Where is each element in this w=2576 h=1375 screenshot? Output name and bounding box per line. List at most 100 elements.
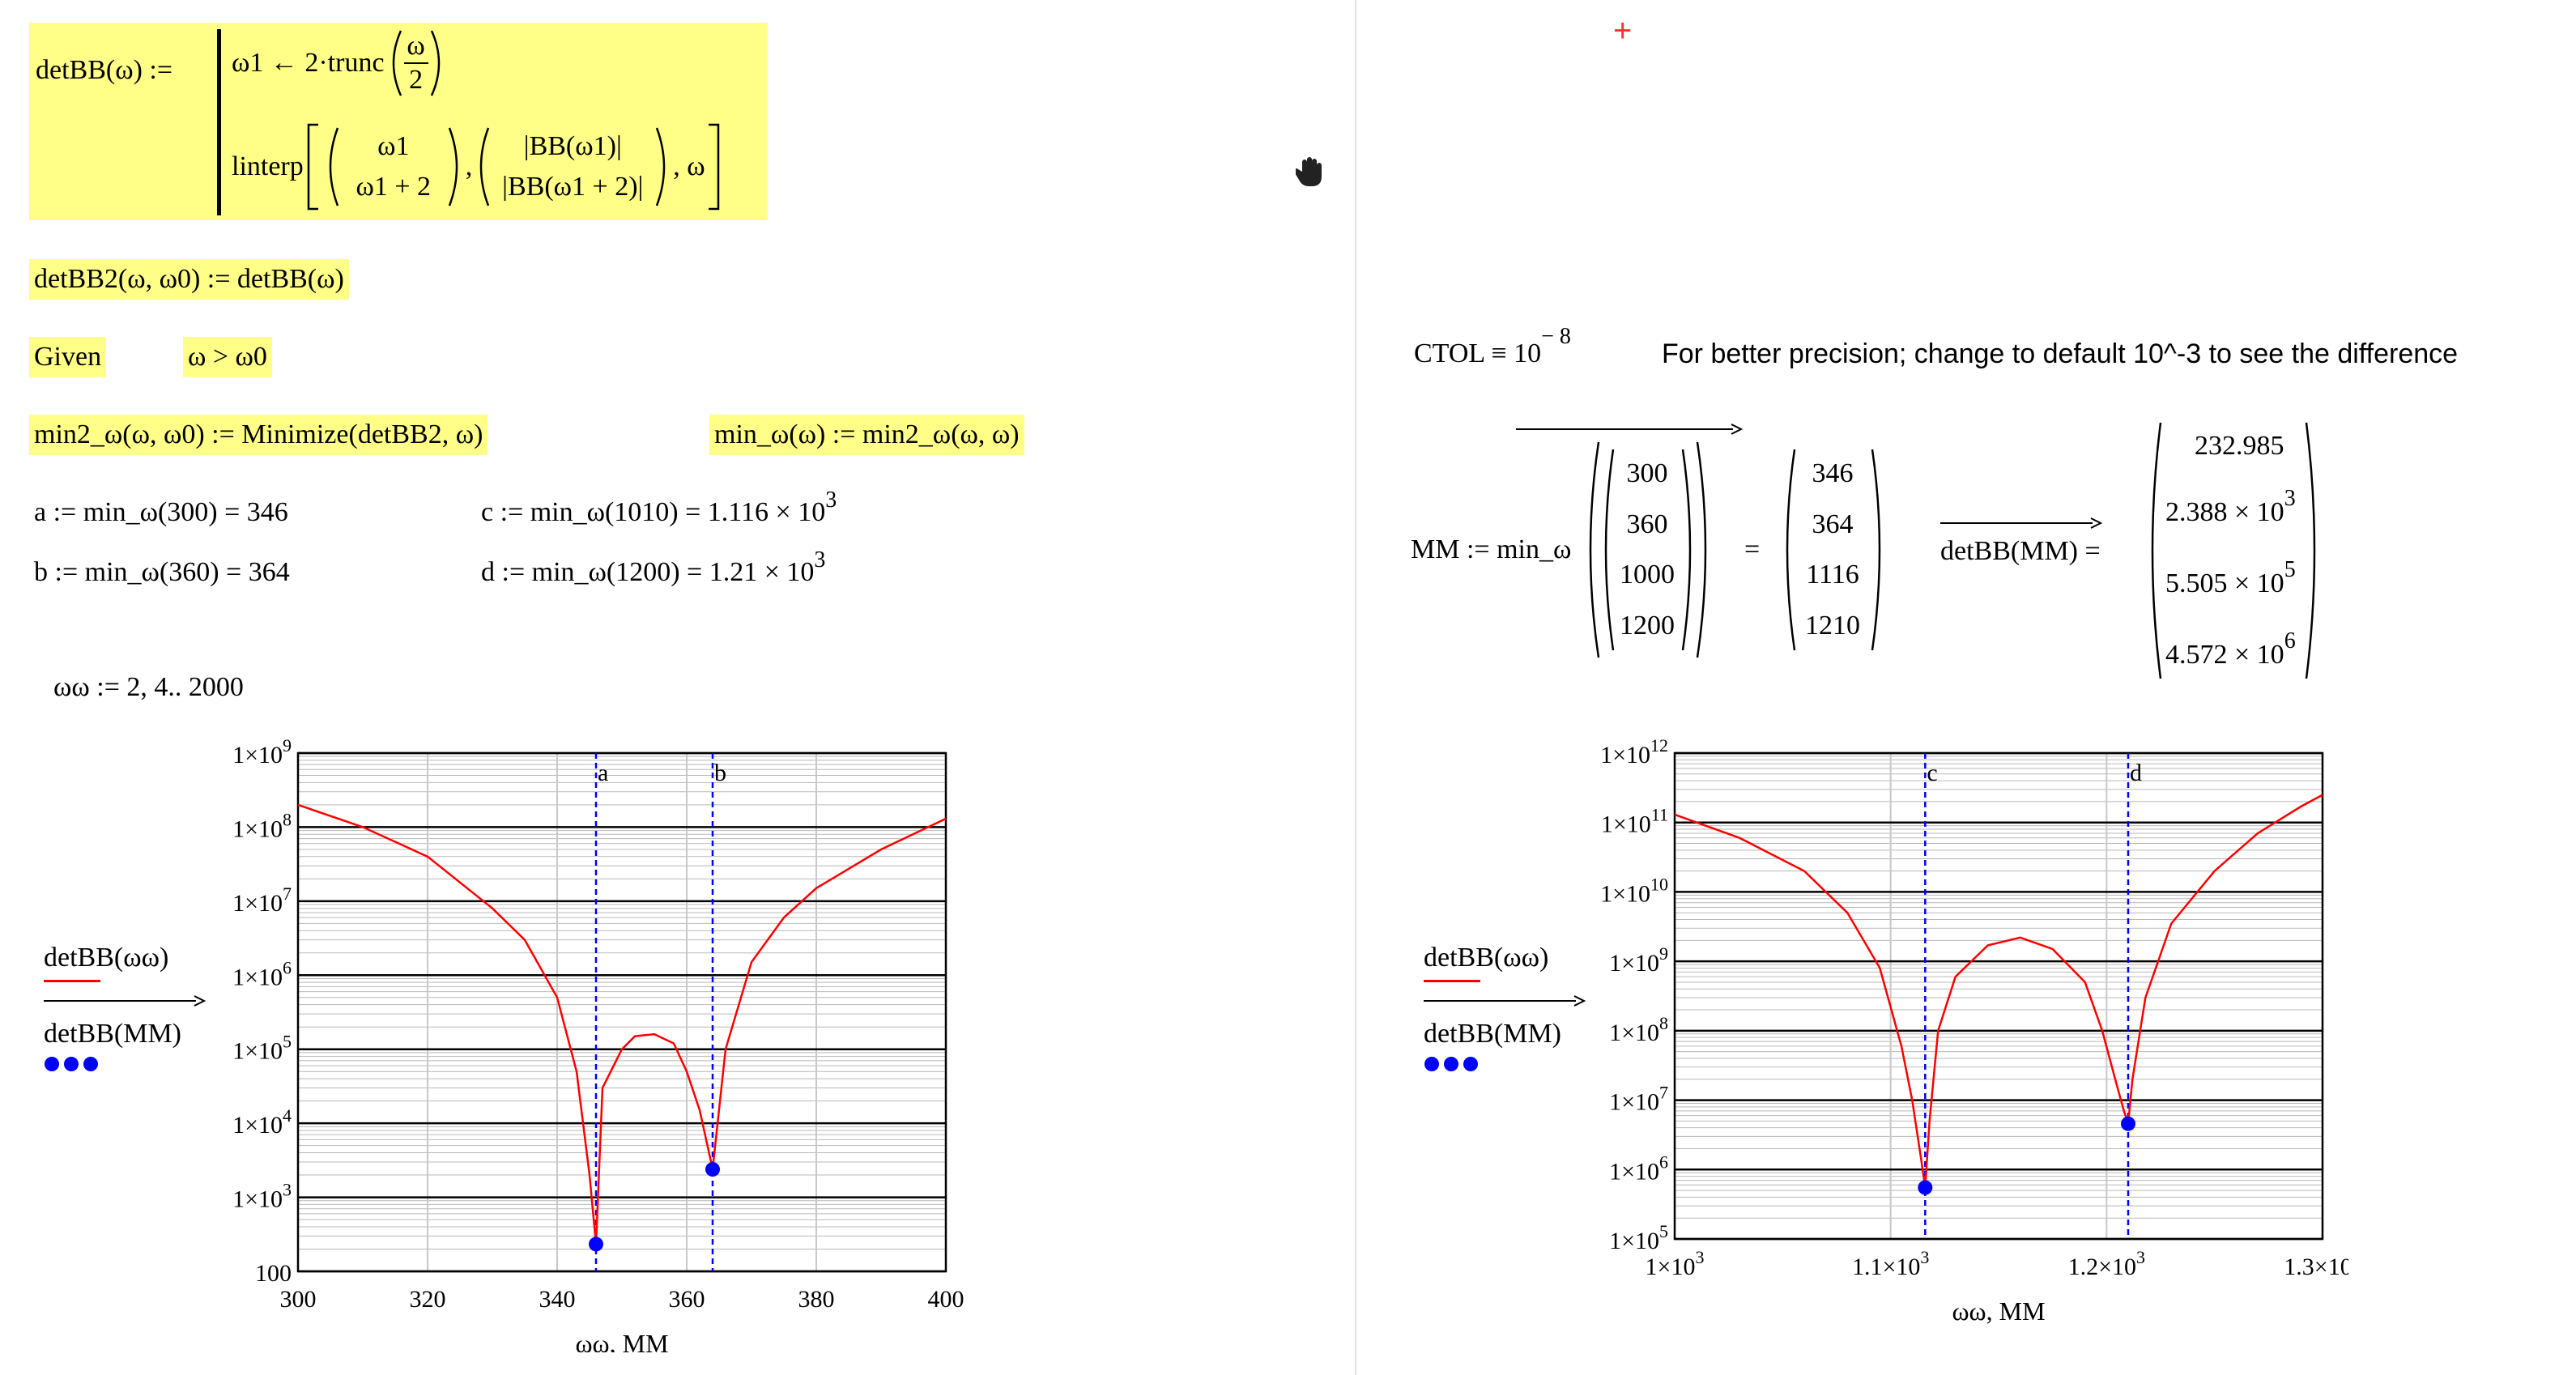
detbb-mm-value-2: 5.505 × 105 xyxy=(2165,559,2296,598)
y-tick-label: 1×108 xyxy=(232,809,292,842)
y-tick-label: 1×107 xyxy=(232,883,292,917)
ctol-note[interactable]: For better precision; change to default … xyxy=(1662,338,2459,369)
mm-result-1: 364 xyxy=(1812,509,1854,539)
data-point-detbb-mm xyxy=(705,1162,720,1177)
bracket-right xyxy=(708,123,719,211)
b-evaluation[interactable]: b := min_ω(360) = 364 xyxy=(34,557,290,587)
detbb-mm-value-1-base: 2.388 × 10 xyxy=(2165,497,2284,527)
paren-right xyxy=(1871,449,1881,651)
detbb-def-lhs: detBB(ω) := xyxy=(36,55,173,85)
plot-frame xyxy=(296,751,947,1273)
vectorize-arrow-icon xyxy=(44,995,206,1007)
program-bar xyxy=(217,29,221,215)
detbb-mm-vector: 232.985 2.388 × 103 5.505 × 105 4.572 × … xyxy=(2162,421,2324,680)
x-tick-label: 300 xyxy=(280,1286,317,1313)
c-value: c := min_ω(1010) = 1.116 × 10 xyxy=(481,497,826,527)
min2-definition[interactable]: min2_ω(ω, ω0) := Minimize(detBB2, ω) xyxy=(29,415,488,455)
vectorize-arrow-icon xyxy=(1424,995,1586,1007)
c-evaluation[interactable]: c := min_ω(1010) = 1.116 × 103 xyxy=(481,487,837,526)
y-tick-label: 1×106 xyxy=(1609,1152,1668,1185)
mm-equals: = xyxy=(1744,534,1761,564)
marker-label-d: d xyxy=(2130,760,2142,786)
given-keyword[interactable]: Given xyxy=(29,337,107,377)
paren-right xyxy=(2305,422,2316,679)
paren-right xyxy=(656,127,666,206)
y-tick-label: 1×105 xyxy=(232,1032,292,1065)
detbb-mm-value-2-exp: 5 xyxy=(2284,557,2296,582)
y-tick-label: 1×109 xyxy=(232,737,292,768)
right-chart[interactable]: 1×105 1×106 1×107 1×108 1×109 1×1010 1×1011 1×1… xyxy=(1539,737,2348,1352)
program-line-2: linterp ω1 ω1 + 2 , |BB(ω1)| |BB(ω1 + 2)… xyxy=(232,123,723,211)
plot-area xyxy=(298,753,946,1271)
x-tick-label: 320 xyxy=(410,1286,446,1313)
mm-result-3: 1210 xyxy=(1805,610,1860,641)
detbb-mm-value-3: 4.572 × 106 xyxy=(2165,630,2296,669)
left-chart-legend: detBB(ωω) detBB(MM) xyxy=(44,944,206,1082)
y-tick-label: 1×105 xyxy=(1609,1221,1668,1254)
page-divider xyxy=(1355,0,1356,1375)
c-exponent: 3 xyxy=(825,487,837,513)
fraction-numerator: ω xyxy=(407,30,425,61)
detbb-definition[interactable]: detBB(ω) := ω1 ← 2·trunc ω 2 linterp ω1 … xyxy=(29,23,768,220)
marker-label-b: b xyxy=(714,760,726,786)
paren-right xyxy=(1696,441,1707,658)
data-point-detbb-mm xyxy=(589,1237,603,1252)
given-constraint[interactable]: ω > ω0 xyxy=(183,337,272,377)
detbb-mm-value-2-base: 5.505 × 10 xyxy=(2165,568,2284,598)
min-definition[interactable]: min_ω(ω) := min2_ω(ω, ω) xyxy=(709,415,1024,455)
fraction-denominator: 2 xyxy=(409,65,424,96)
paren-left xyxy=(1786,449,1796,651)
vector-bb: |BB(ω1)| |BB(ω1 + 2)| xyxy=(492,126,654,207)
x-tick-label: 1.3×103 xyxy=(2284,1247,2348,1280)
ww-range-definition[interactable]: ωω := 2, 4.. 2000 xyxy=(53,672,244,702)
d-evaluation[interactable]: d := min_ω(1200) = 1.21 × 103 xyxy=(481,547,826,586)
left-chart[interactable]: 100 1×103 1×104 1×105 1×106 1×107 1×108 1×109 30… xyxy=(162,737,972,1352)
legend-line-red xyxy=(44,980,100,982)
mm-input-vector: 300 360 1000 1200 xyxy=(1615,449,1680,651)
paren-right xyxy=(1681,449,1692,651)
fraction: ω 2 xyxy=(403,30,428,96)
paren-left xyxy=(1604,449,1615,651)
mm-input-2: 1000 xyxy=(1620,560,1675,590)
paren-left xyxy=(329,127,338,206)
x-tick-label: 380 xyxy=(798,1286,835,1313)
paren-left xyxy=(2151,422,2162,679)
ctol-definition[interactable]: CTOL ≡ 10− 8 xyxy=(1414,326,1571,368)
y-tick-label: 1×104 xyxy=(232,1105,292,1139)
vector-omega: ω1 ω1 + 2 xyxy=(341,126,446,207)
vector-bb-bottom: |BB(ω1 + 2)| xyxy=(502,172,644,202)
mm-result-0: 346 xyxy=(1812,458,1854,489)
y-tick-label: 1×106 xyxy=(232,957,292,990)
mm-result-2: 1116 xyxy=(1806,560,1859,590)
detbb2-definition[interactable]: detBB2(ω, ω0) := detBB(ω) xyxy=(29,259,349,300)
series-line-detbb-ww xyxy=(297,803,947,1245)
legend-line-red xyxy=(1424,980,1480,982)
paren-right xyxy=(448,127,458,206)
linterp-tail: , ω xyxy=(673,151,705,181)
plot-area xyxy=(1675,753,2323,1239)
vector-bb-top: |BB(ω1)| xyxy=(523,131,622,161)
x-tick-label: 400 xyxy=(928,1286,964,1313)
ctol-value: CTOL ≡ 10 xyxy=(1414,338,1542,368)
paren-right xyxy=(430,30,440,96)
vector-omega-top: ω1 xyxy=(377,131,410,161)
hand-cursor-icon xyxy=(1293,155,1325,192)
y-tick-label: 1×108 xyxy=(1609,1013,1668,1046)
bracket-left xyxy=(307,123,318,211)
legend-series-2: detBB(MM) xyxy=(44,1019,181,1049)
mm-result-vector: 346 364 1116 1210 xyxy=(1796,449,1869,651)
comma: , xyxy=(465,151,473,181)
linterp-function: linterp xyxy=(232,151,304,181)
detbb-mm-value-1-exp: 3 xyxy=(2284,486,2296,511)
detbb-mm-value-0-base: 232.985 xyxy=(2195,431,2284,461)
mm-lhs: MM := min_ω xyxy=(1411,534,1572,564)
marker-label-c: c xyxy=(1927,760,1937,786)
y-tick-label: 1×103 xyxy=(232,1180,292,1213)
right-chart-legend: detBB(ωω) detBB(MM) xyxy=(1424,944,1586,1082)
d-exponent: 3 xyxy=(814,547,826,573)
detbb-mm-value-1: 2.388 × 103 xyxy=(2165,487,2296,527)
mm-definition[interactable]: MM := min_ω 300 360 1000 1200 = 346 364 … xyxy=(1409,421,2324,688)
a-evaluation[interactable]: a := min_ω(300) = 346 xyxy=(34,497,288,527)
x-tick-label: 340 xyxy=(539,1286,576,1313)
data-point-detbb-mm xyxy=(1918,1180,1933,1195)
